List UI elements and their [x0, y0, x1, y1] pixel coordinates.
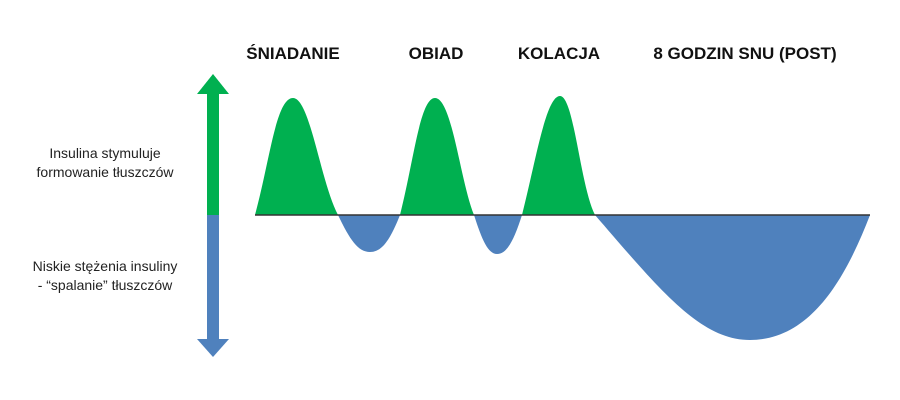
insulin-dip: [474, 215, 522, 254]
insulin-dip: [595, 215, 870, 340]
arrow-down-shaft: [207, 215, 219, 340]
meal-label: OBIAD: [409, 44, 464, 63]
arrow-up-shaft: [207, 93, 219, 215]
side-label: Insulina stymuluje: [49, 145, 160, 161]
arrow-down-head: [197, 339, 229, 357]
insulin-peak: [255, 98, 338, 215]
arrow-up-head: [197, 74, 229, 94]
side-label: Niskie stężenia insuliny: [33, 258, 178, 274]
insulin-peak: [522, 96, 595, 215]
meal-label: ŚNIADANIE: [246, 44, 340, 63]
insulin-dip: [338, 215, 400, 252]
side-label: formowanie tłuszczów: [37, 164, 175, 180]
meal-label: 8 GODZIN SNU (POST): [653, 44, 836, 63]
meal-label: KOLACJA: [518, 44, 600, 63]
side-label: - “spalanie” tłuszczów: [38, 277, 173, 293]
insulin-peak: [400, 98, 474, 215]
